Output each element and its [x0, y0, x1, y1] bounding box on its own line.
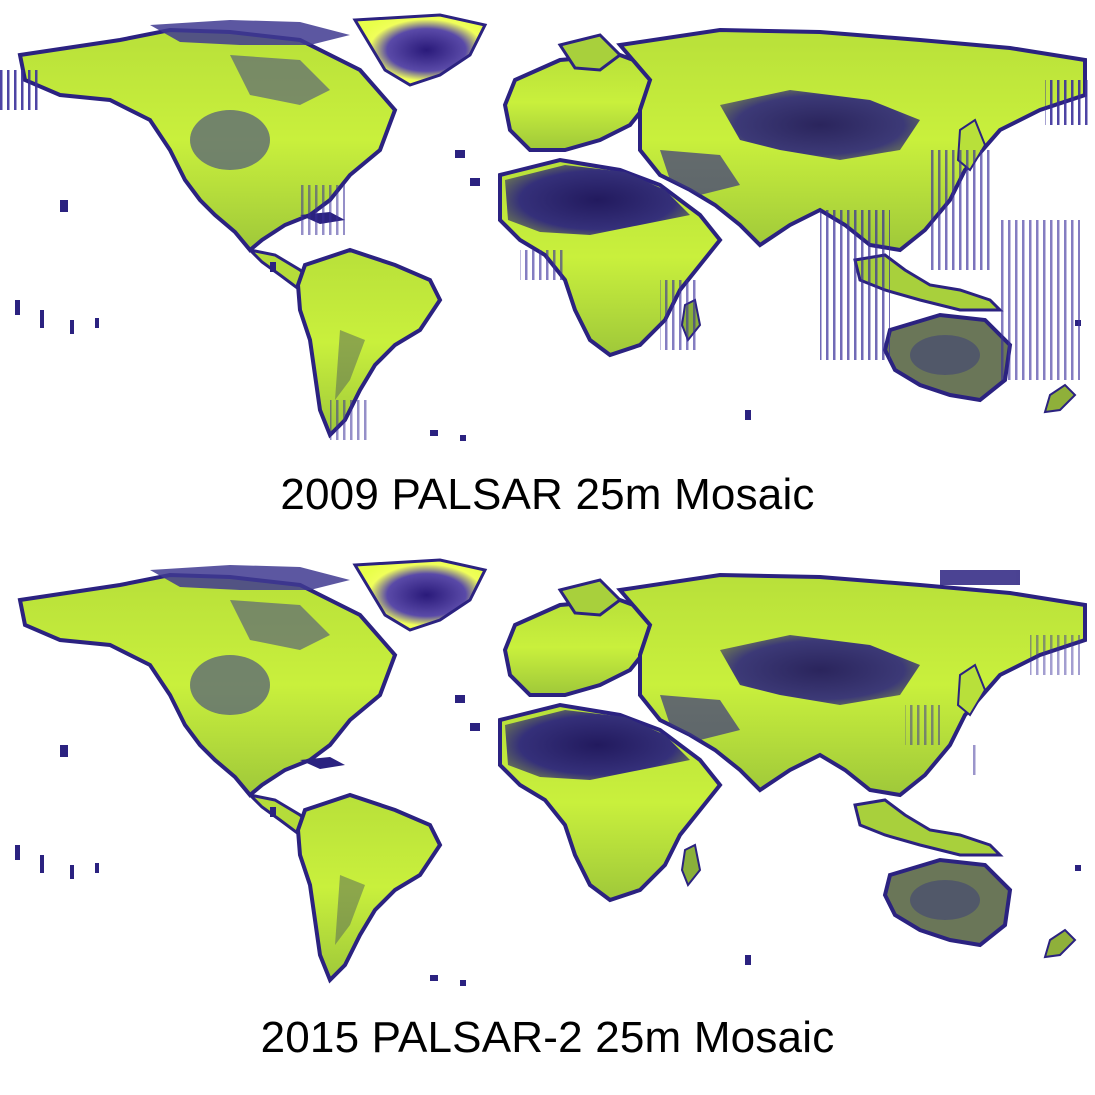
world-map-icon: [13, 558, 1087, 988]
world-map-icon: [0, 13, 1090, 443]
map-panel-2009: 2009 PALSAR 25m Mosaic: [0, 0, 1095, 540]
map-caption-2009: 2009 PALSAR 25m Mosaic: [280, 470, 815, 519]
map-panel-2015: 2015 PALSAR-2 25m Mosaic: [0, 545, 1095, 1095]
map-caption-2015: 2015 PALSAR-2 25m Mosaic: [260, 1013, 835, 1062]
